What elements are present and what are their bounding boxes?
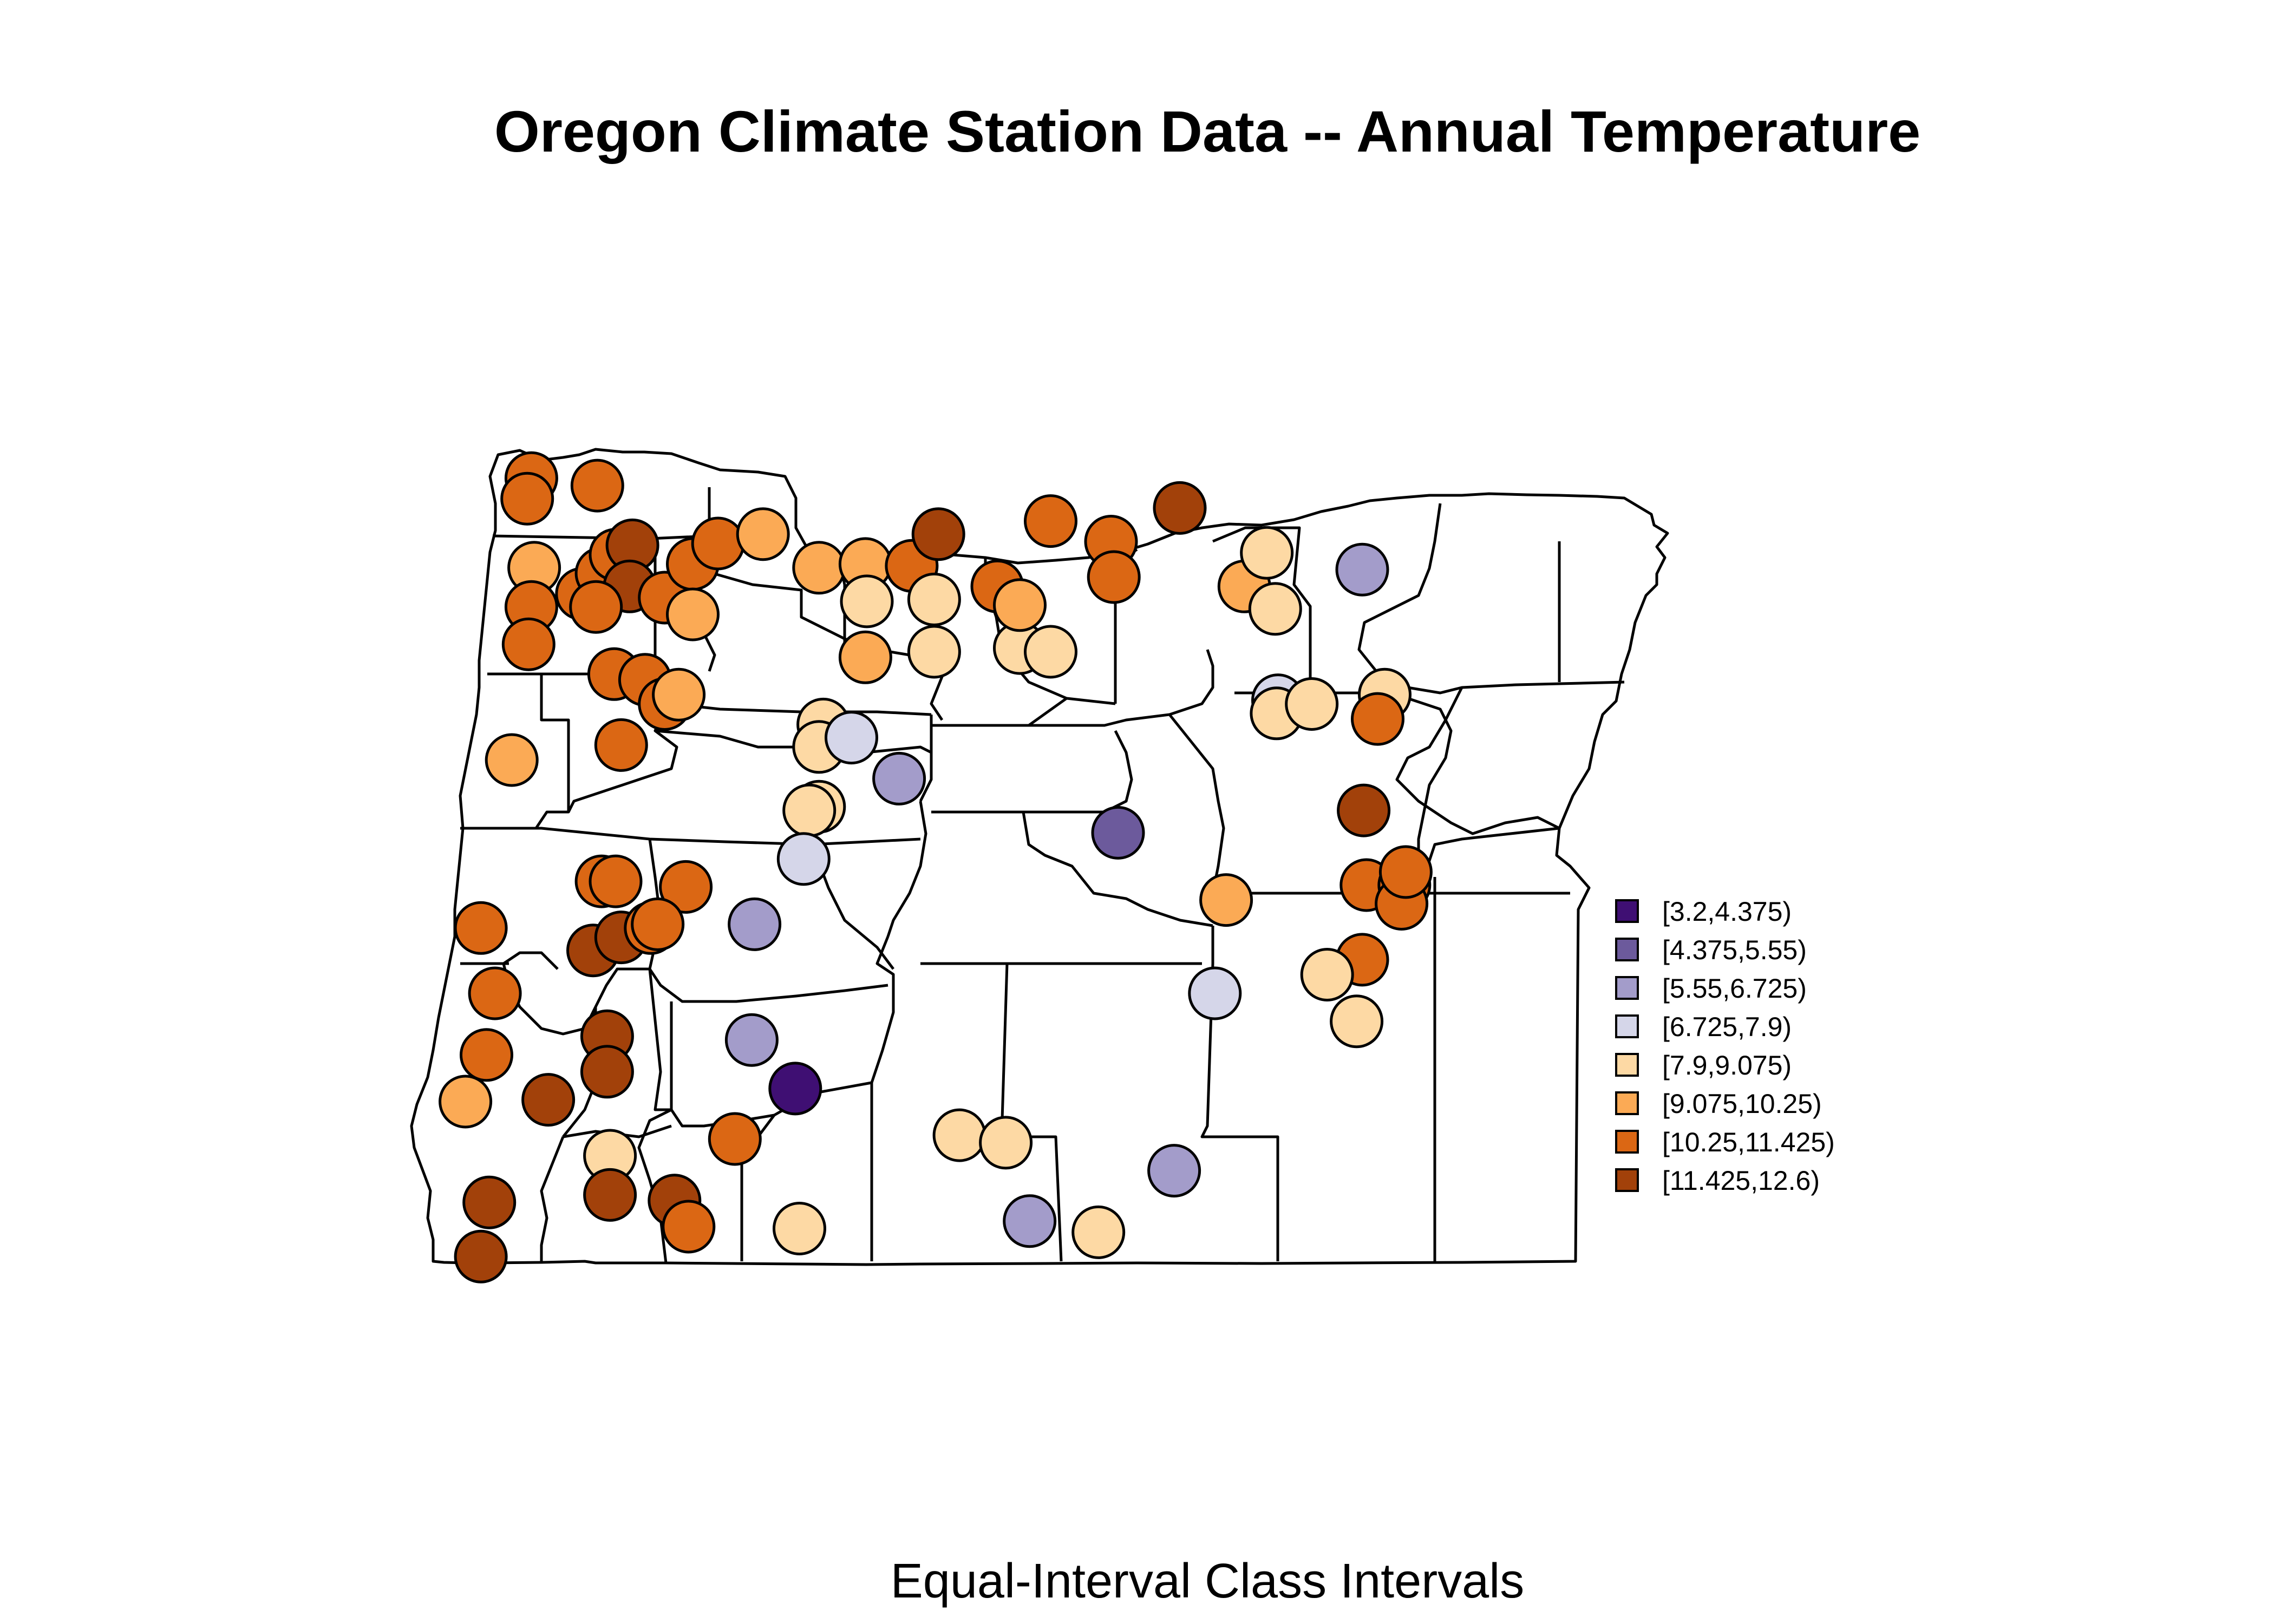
legend: [3.2,4.375) [4.375,5.55) [5.55,6.725) [6.72…	[1615, 896, 1835, 1196]
legend-label: [7.9,9.075)	[1662, 1050, 1792, 1081]
station-marker	[454, 1229, 508, 1284]
station-marker	[583, 1168, 637, 1222]
station-marker	[1199, 873, 1253, 927]
station-marker	[1003, 1194, 1057, 1248]
legend-label: [5.55,6.725)	[1662, 973, 1807, 1004]
station-marker	[838, 630, 892, 684]
map-title: Oregon Climate Station Data -- Annual Te…	[494, 99, 1921, 164]
station-marker	[589, 854, 643, 908]
station-marker	[872, 751, 926, 806]
legend-label: [3.2,4.375)	[1662, 896, 1792, 927]
legend-label: [11.425,12.6)	[1662, 1165, 1820, 1196]
legend-label: [6.725,7.9)	[1662, 1012, 1792, 1042]
station-marker	[840, 574, 894, 628]
station-marker	[1248, 582, 1302, 636]
station-marker	[1240, 526, 1294, 580]
station-marker	[1153, 481, 1207, 535]
station-marker	[773, 1202, 826, 1255]
station-marker	[462, 1175, 517, 1229]
station-marker	[1335, 542, 1389, 597]
map-subtitle: Equal-Interval Class Intervals	[890, 1554, 1525, 1608]
station-marker	[691, 516, 745, 571]
station-marker	[932, 1108, 986, 1162]
station-marker	[631, 897, 685, 951]
station-marker	[594, 718, 648, 772]
station-marker	[501, 617, 556, 671]
station-marker	[500, 472, 554, 526]
station-marker	[776, 832, 831, 886]
station-marker	[439, 1075, 493, 1129]
station-marker	[1337, 783, 1391, 837]
legend-swatch	[1615, 899, 1639, 923]
legend-label: [9.075,10.25)	[1662, 1089, 1822, 1119]
station-marker	[521, 1073, 576, 1127]
station-marker	[792, 541, 846, 595]
legend-swatch	[1615, 1091, 1639, 1115]
station-marker	[1091, 806, 1145, 860]
station-marker	[1071, 1205, 1126, 1259]
legend-swatch	[1615, 1053, 1639, 1077]
station-marker	[724, 1013, 779, 1067]
station-marker	[659, 860, 713, 914]
station-marker	[1188, 966, 1242, 1020]
legend-swatch	[1615, 976, 1639, 1000]
station-marker	[569, 580, 623, 634]
station-marker	[782, 783, 837, 837]
station-marker	[485, 733, 539, 787]
station-marker	[907, 572, 961, 626]
station-marker	[1024, 625, 1077, 679]
station-marker	[662, 1200, 716, 1254]
station-marker	[1024, 494, 1077, 548]
station-marker	[825, 711, 878, 765]
legend-label: [4.375,5.55)	[1662, 935, 1807, 965]
station-marker	[993, 578, 1047, 632]
station-marker	[460, 1028, 513, 1082]
station-marker	[1300, 948, 1354, 1001]
legend-swatch	[1615, 938, 1639, 961]
legend-swatch	[1615, 1014, 1639, 1038]
station-marker	[1351, 692, 1404, 746]
legend-swatch	[1615, 1168, 1639, 1192]
station-marker	[666, 587, 720, 641]
station-marker	[454, 901, 508, 955]
legend-label: [10.25,11.425)	[1662, 1127, 1835, 1157]
station-markers	[439, 451, 1433, 1284]
station-marker	[1147, 1144, 1201, 1198]
station-marker	[570, 459, 624, 513]
station-marker	[768, 1062, 822, 1116]
station-marker	[907, 625, 961, 679]
station-marker	[1330, 994, 1384, 1049]
station-marker	[736, 507, 790, 561]
station-marker	[580, 1045, 634, 1099]
county-boundaries	[410, 448, 1669, 1266]
station-marker	[1087, 550, 1141, 604]
station-marker	[1378, 845, 1433, 899]
station-marker	[708, 1112, 762, 1166]
station-marker	[979, 1116, 1033, 1170]
station-marker	[728, 897, 782, 951]
legend-swatch	[1615, 1130, 1639, 1154]
station-marker	[652, 667, 706, 722]
station-marker	[1285, 677, 1339, 731]
station-marker	[468, 966, 522, 1020]
station-marker	[911, 507, 965, 561]
